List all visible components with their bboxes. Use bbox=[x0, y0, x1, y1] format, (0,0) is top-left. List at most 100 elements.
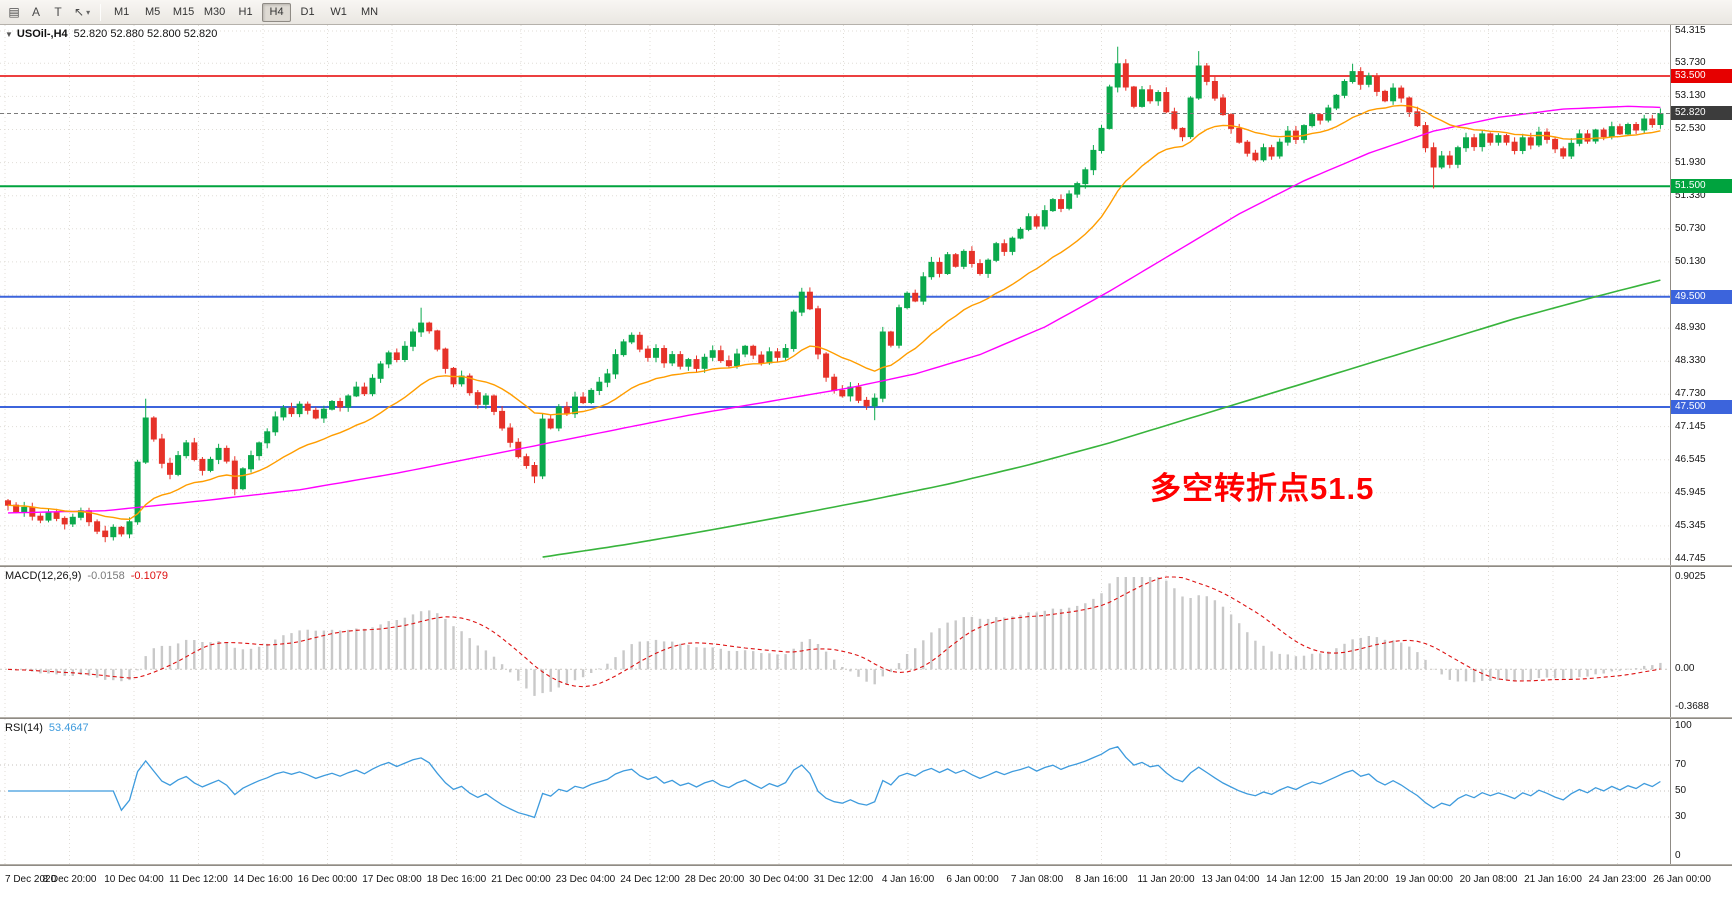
time-axis-label: 19 Jan 00:00 bbox=[1395, 874, 1453, 885]
rsi-label: RSI(14) 53.4647 bbox=[5, 722, 89, 734]
dropdown-arrow-icon: ▾ bbox=[86, 7, 91, 17]
price-axis-label: 45.345 bbox=[1675, 520, 1706, 531]
toolbar: ▤ A T ↖ ▾ M1 M5 M15 M30 H1 H4 D1 W1 MN bbox=[0, 0, 1732, 25]
time-axis[interactable]: 7 Dec 2020 8 Dec 20:00 10 Dec 04:00 11 Dec … bbox=[0, 866, 1732, 897]
rsi-name: RSI(14) bbox=[5, 722, 43, 734]
price-axis-label: 45.945 bbox=[1675, 487, 1706, 498]
time-axis-label: 13 Jan 04:00 bbox=[1201, 874, 1260, 885]
current-price-tag: 52.820 bbox=[1671, 106, 1732, 120]
time-axis-label: 8 Dec 20:00 bbox=[42, 874, 97, 885]
macd-axis-label: -0.3688 bbox=[1675, 701, 1709, 712]
grid bbox=[0, 25, 1670, 565]
time-axis-label: 30 Dec 04:00 bbox=[749, 874, 809, 885]
annotation-a-tool[interactable]: A bbox=[31, 5, 40, 19]
toolbar-tools-group: ▤ A T ↖ ▾ bbox=[4, 2, 94, 22]
rsi-line bbox=[8, 746, 1661, 819]
price-chart-plot[interactable] bbox=[0, 25, 1670, 565]
price-axis-label: 46.545 bbox=[1675, 454, 1706, 465]
time-axis-label: 21 Jan 16:00 bbox=[1524, 874, 1582, 885]
macd-main-value: -0.0158 bbox=[87, 570, 125, 582]
ma-mid-line bbox=[7, 105, 1661, 514]
timeframe-button-M30[interactable]: M30 bbox=[203, 5, 226, 18]
time-axis-label: 15 Jan 20:00 bbox=[1330, 874, 1389, 885]
timeframe-button-H1[interactable]: H1 bbox=[238, 5, 253, 18]
time-axis-label: 18 Dec 16:00 bbox=[426, 874, 487, 885]
price-axis-label: 50.730 bbox=[1675, 223, 1706, 234]
chart-title-bar: ▼ USOil-,H4 52.820 52.880 52.800 52.820 bbox=[5, 28, 217, 40]
price-axis-label: 47.730 bbox=[1675, 388, 1706, 399]
rsi-axis-label: 0 bbox=[1675, 850, 1681, 861]
hline-price-tag: 47.500 bbox=[1671, 400, 1732, 414]
rsi-value: 53.4647 bbox=[48, 722, 89, 734]
macd-plot[interactable] bbox=[0, 567, 1670, 717]
rsi-axis-label: 100 bbox=[1675, 720, 1692, 731]
time-axis-label: 10 Dec 04:00 bbox=[104, 874, 164, 885]
charts-list-icon[interactable]: ▤ bbox=[8, 5, 20, 19]
hline-price-tag: 51.500 bbox=[1671, 179, 1732, 193]
macd-axis[interactable]: 0.9025 0.00 -0.3688 bbox=[1670, 567, 1732, 717]
macd-axis-label: 0.00 bbox=[1675, 663, 1695, 674]
rsi-axis-label: 30 bbox=[1675, 811, 1687, 822]
time-axis-label: 11 Dec 12:00 bbox=[169, 874, 228, 885]
price-axis-label: 50.130 bbox=[1675, 256, 1706, 267]
chart-symbol-label: USOil-,H4 bbox=[16, 28, 68, 40]
price-axis-label: 48.930 bbox=[1675, 322, 1706, 333]
macd-signal-value: -0.1079 bbox=[130, 570, 169, 582]
timeframe-button-W1[interactable]: W1 bbox=[330, 5, 347, 18]
timeframe-buttons-group: M1 M5 M15 M30 H1 H4 D1 W1 MN bbox=[107, 2, 384, 22]
macd-name: MACD(12,26,9) bbox=[5, 570, 82, 582]
cursor-tool[interactable]: ↖ ▾ bbox=[74, 5, 91, 19]
hline-price-tag: 49.500 bbox=[1671, 290, 1732, 304]
grid bbox=[0, 719, 1670, 864]
toolbar-separator bbox=[100, 3, 102, 21]
rsi-plot[interactable] bbox=[0, 719, 1670, 864]
macd-axis-label: 0.9025 bbox=[1675, 571, 1706, 582]
hline-price-tag: 53.500 bbox=[1671, 69, 1732, 83]
time-axis-label: 8 Jan 16:00 bbox=[1075, 874, 1128, 885]
time-axis-label: 28 Dec 20:00 bbox=[684, 874, 745, 885]
time-axis-label: 17 Dec 08:00 bbox=[362, 874, 422, 885]
macd-indicator-panel: 0.9025 0.00 -0.3688 MACD(12,26,9) -0.0158 -0… bbox=[0, 567, 1732, 717]
time-axis-label: 24 Dec 12:00 bbox=[620, 874, 680, 885]
ma-slow-line bbox=[542, 279, 1661, 558]
time-axis-label: 16 Dec 00:00 bbox=[297, 874, 358, 885]
timeframe-button-MN[interactable]: MN bbox=[361, 5, 379, 18]
price-axis-label: 52.530 bbox=[1675, 123, 1706, 134]
time-axis-label: 6 Jan 00:00 bbox=[946, 874, 999, 885]
timeframe-button-H4[interactable]: H4 bbox=[262, 2, 292, 22]
chart-ohlc-values: 52.820 52.880 52.800 52.820 bbox=[73, 28, 218, 40]
timeframe-button-D1[interactable]: D1 bbox=[300, 5, 315, 18]
time-axis-label: 21 Dec 00:00 bbox=[491, 874, 551, 885]
timeframe-button-M5[interactable]: M5 bbox=[144, 5, 161, 18]
panel-separator[interactable] bbox=[0, 864, 1732, 866]
price-axis-label: 48.330 bbox=[1675, 355, 1706, 366]
time-axis-label: 7 Jan 08:00 bbox=[1010, 874, 1064, 885]
time-axis-label: 24 Jan 23:00 bbox=[1588, 874, 1647, 885]
timeframe-button-M1[interactable]: M1 bbox=[113, 5, 130, 18]
rsi-axis-label: 50 bbox=[1675, 785, 1687, 796]
rsi-axis-label: 70 bbox=[1675, 759, 1687, 770]
chart-dropdown-icon[interactable]: ▼ bbox=[5, 30, 13, 39]
rsi-indicator-panel: 100 70 50 30 0 RSI(14) 53.4647 bbox=[0, 719, 1732, 864]
macd-signal-line bbox=[7, 576, 1661, 688]
time-axis-label: 14 Jan 12:00 bbox=[1266, 874, 1324, 885]
rsi-axis[interactable]: 100 70 50 30 0 bbox=[1670, 719, 1732, 864]
panel-separator[interactable] bbox=[0, 565, 1732, 567]
price-axis-label: 47.145 bbox=[1675, 421, 1706, 432]
time-axis-label: 23 Dec 04:00 bbox=[555, 874, 616, 885]
price-axis-label: 53.730 bbox=[1675, 57, 1706, 68]
price-axis-label: 44.745 bbox=[1675, 553, 1706, 564]
time-axis-label: 26 Jan 00:00 bbox=[1653, 874, 1711, 885]
price-axis[interactable]: 54.315 53.730 53.130 52.530 51.930 51.330 50.7… bbox=[1670, 25, 1732, 565]
price-chart-panel: 54.315 53.730 53.130 52.530 51.930 51.330 50.7… bbox=[0, 25, 1732, 565]
timeframe-button-M15[interactable]: M15 bbox=[172, 5, 195, 18]
horizontal-line-objects bbox=[0, 75, 1670, 408]
candlesticks bbox=[5, 46, 1664, 543]
time-axis-label: 11 Jan 20:00 bbox=[1137, 874, 1195, 885]
price-axis-label: 51.330 bbox=[1675, 190, 1706, 201]
panel-separator[interactable] bbox=[0, 717, 1732, 719]
macd-label: MACD(12,26,9) -0.0158 -0.1079 bbox=[5, 570, 168, 582]
text-tool[interactable]: T bbox=[54, 5, 62, 19]
time-axis-label: 4 Jan 16:00 bbox=[881, 874, 935, 885]
time-axis-label: 14 Dec 16:00 bbox=[233, 874, 293, 885]
